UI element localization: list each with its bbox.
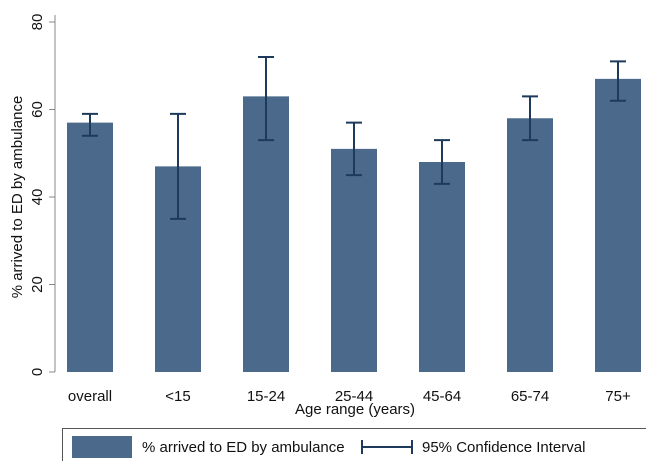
y-tick-label: 80 (29, 14, 46, 31)
bar (243, 96, 289, 372)
bar (507, 118, 553, 372)
bar (595, 78, 641, 372)
legend-label: % arrived to ED by ambulance (142, 439, 345, 456)
x-axis-title: Age range (years) (295, 401, 415, 418)
error-bar (522, 95, 538, 142)
error-bar (346, 121, 362, 177)
error-bar (82, 112, 98, 137)
error-bar (258, 56, 274, 142)
x-tick-label: 65-74 (511, 388, 549, 405)
x-tick-label: 15-24 (247, 388, 285, 405)
legend-swatch (72, 436, 132, 458)
legend-box (62, 428, 646, 461)
error-bar (610, 60, 626, 102)
x-tick-label: 75+ (605, 388, 631, 405)
bar (67, 122, 113, 372)
y-tick-label: 60 (29, 101, 46, 118)
x-tick-label: overall (68, 388, 112, 405)
y-axis-title: % arrived to ED by ambulance (9, 96, 26, 299)
bar (419, 162, 465, 372)
y-tick-label: 20 (29, 276, 46, 293)
x-tick-label: 45-64 (423, 388, 461, 405)
y-tick-label: 40 (29, 189, 46, 206)
y-tick-label: 0 (29, 368, 46, 376)
x-tick-label: 25-44 (335, 388, 373, 405)
x-tick-label: <15 (165, 388, 190, 405)
error-bar (170, 112, 186, 220)
bar (331, 148, 377, 372)
error-bar (434, 139, 450, 185)
legend-label: 95% Confidence Interval (422, 439, 585, 456)
